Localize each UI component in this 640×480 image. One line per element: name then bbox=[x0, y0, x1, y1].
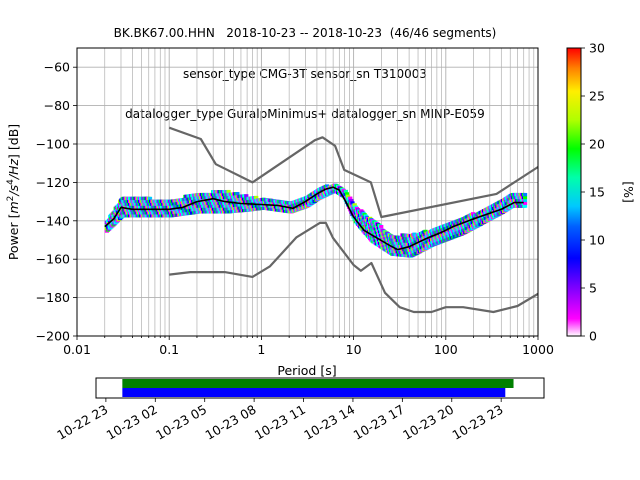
density-cell bbox=[412, 232, 417, 236]
timeline-tick-label: 10-23 08 bbox=[202, 402, 258, 443]
y-axis-label: Power [m2/s4/Hz] [dB] bbox=[6, 124, 21, 260]
timeline-tick-label: 10-23 05 bbox=[153, 402, 209, 443]
timeline-tick-label: 10-23 23 bbox=[450, 402, 506, 443]
x-tick-label: 0.1 bbox=[159, 342, 179, 357]
density-cell bbox=[522, 204, 528, 208]
grid-lines bbox=[76, 48, 538, 337]
density-cell bbox=[343, 189, 348, 194]
model-lines bbox=[104, 126, 538, 314]
y-tick-label: −160 bbox=[36, 252, 70, 267]
y-tick-label: −140 bbox=[36, 213, 70, 228]
y-tick-label: −180 bbox=[36, 290, 70, 305]
density-cell bbox=[522, 198, 528, 202]
coverage-bar-data bbox=[122, 379, 514, 388]
title-line-2: sensor_type CMG-3T sensor_sn T310003 bbox=[182, 66, 428, 81]
density-cell bbox=[344, 192, 350, 196]
density-cell bbox=[235, 192, 240, 196]
x-tick-label: 1 bbox=[257, 342, 265, 357]
density-cell bbox=[348, 196, 353, 200]
y-tick-label: −80 bbox=[44, 98, 70, 113]
nhnm-line bbox=[168, 126, 538, 219]
y-axis-label-exp2: 4 bbox=[6, 179, 16, 185]
y-axis-label-mid: /s bbox=[6, 184, 21, 196]
colorbar-label: [%] bbox=[621, 181, 636, 203]
colorbar-tick-label: 30 bbox=[589, 41, 605, 56]
coverage-bar-used bbox=[122, 388, 506, 397]
x-tick-label: 100 bbox=[434, 342, 458, 357]
x-axis-label: Period [s] bbox=[277, 363, 336, 378]
y-tick-label: −200 bbox=[36, 329, 70, 344]
density-cell bbox=[470, 212, 476, 216]
x-tick-label: 0.01 bbox=[63, 342, 91, 357]
colorbar-tick-label: 15 bbox=[589, 185, 605, 200]
mode-line bbox=[104, 186, 524, 251]
density-cell bbox=[522, 192, 528, 197]
density-cell bbox=[352, 203, 357, 207]
y-tick-label: −100 bbox=[36, 137, 70, 152]
timeline-tick-label: 10-22 23 bbox=[54, 402, 110, 443]
y-axis-label-units: m bbox=[6, 201, 21, 213]
density-cell bbox=[254, 195, 259, 200]
colorbar-tick-label: 10 bbox=[589, 233, 605, 248]
plot-frame bbox=[76, 47, 539, 337]
x-tick-label: 1000 bbox=[522, 342, 554, 357]
colorbar: 0 5 10 15 20 25 30 bbox=[566, 41, 605, 344]
y-axis-label-end: /Hz bbox=[6, 159, 21, 181]
density-cell bbox=[379, 224, 384, 229]
nlnm-line bbox=[169, 221, 538, 314]
x-tick-label: 10 bbox=[346, 342, 362, 357]
density-cell bbox=[350, 201, 355, 205]
timeline-tick-label: 10-23 17 bbox=[351, 402, 407, 443]
density-cell bbox=[522, 201, 528, 205]
y-tick-label: −60 bbox=[44, 60, 70, 75]
timeline-tick-label: 10-23 20 bbox=[400, 402, 456, 443]
density-cell bbox=[345, 194, 351, 198]
density-cell bbox=[349, 198, 354, 203]
density-cell bbox=[147, 196, 153, 201]
colorbar-gradient bbox=[566, 47, 582, 337]
y-axis-label-exp1: 2 bbox=[6, 196, 16, 202]
colorbar-tick-label: 20 bbox=[589, 137, 605, 152]
y-axis-label-main: Power [ bbox=[6, 214, 21, 261]
density-cell bbox=[423, 229, 428, 234]
timeline-tick-label: 10-23 11 bbox=[252, 402, 308, 443]
colorbar-tick-label: 0 bbox=[589, 329, 597, 344]
y-tick-label: −120 bbox=[36, 175, 70, 190]
density-cell bbox=[244, 194, 249, 198]
timeline-frame bbox=[95, 377, 545, 399]
colorbar-tick-label: 5 bbox=[589, 281, 597, 296]
density-cell bbox=[324, 184, 330, 188]
title-line-1: BK.BK67.00.HHN 2018-10-23 -- 2018-10-23 … bbox=[113, 26, 497, 40]
density-cell bbox=[522, 195, 528, 200]
y-axis-label-close: ] [dB] bbox=[6, 124, 21, 159]
density-cell bbox=[226, 189, 231, 194]
colorbar-tick-label: 25 bbox=[589, 89, 605, 104]
timeline-tick-label: 10-23 14 bbox=[301, 402, 357, 443]
timeline-tick-label: 10-23 02 bbox=[104, 402, 160, 443]
